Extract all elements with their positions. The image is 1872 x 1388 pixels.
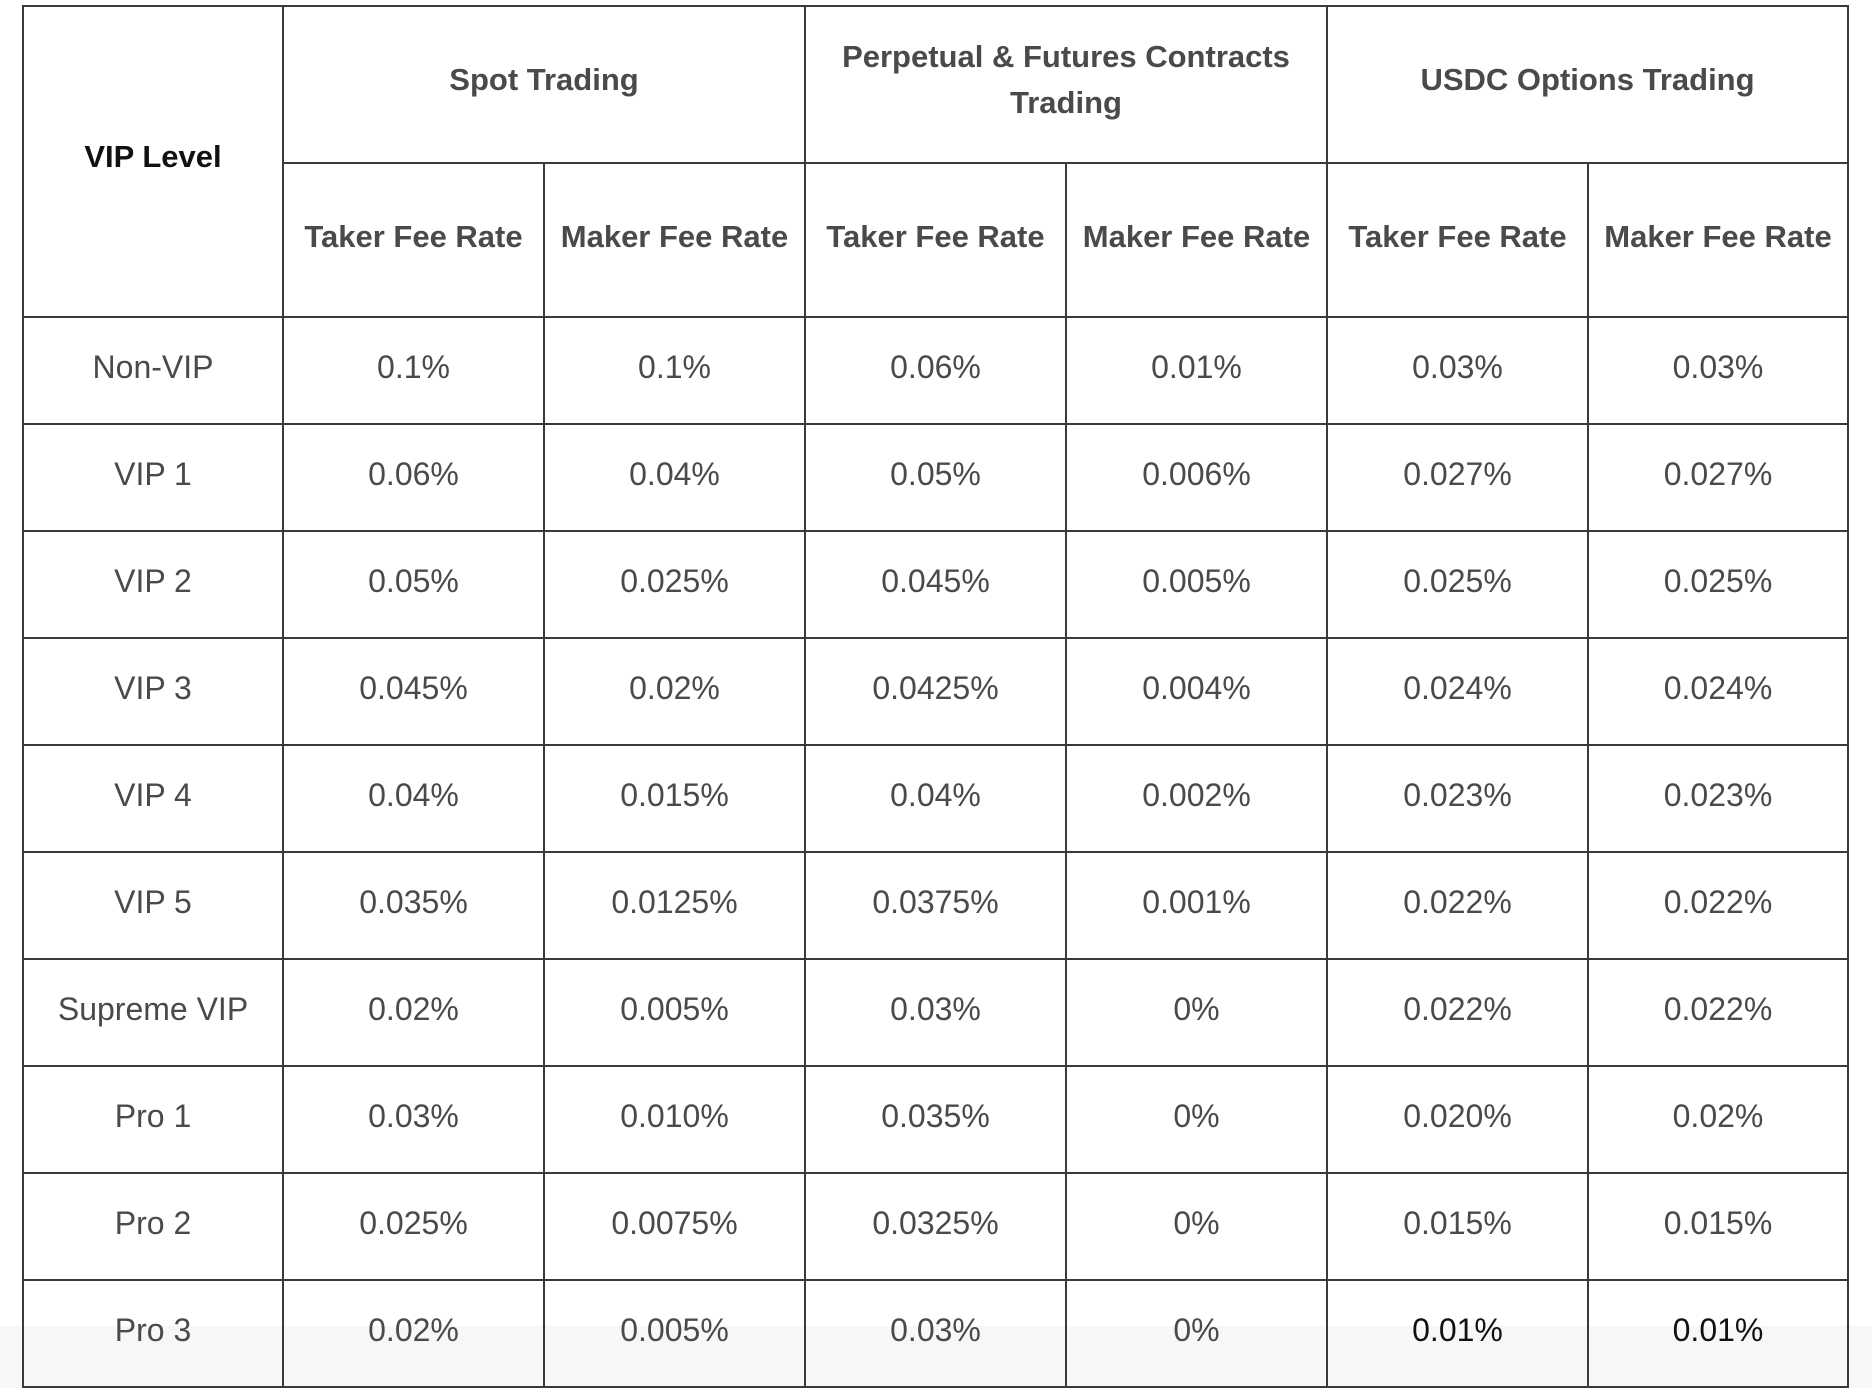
spot-maker-cell: 0.1% <box>543 316 806 425</box>
contracts-taker-cell: 0.03% <box>804 958 1067 1067</box>
contracts-taker-header: Taker Fee Rate <box>804 162 1067 318</box>
contracts-maker-cell: 0% <box>1065 1279 1328 1388</box>
table-row: VIP 5 0.035% 0.0125% 0.0375% 0.001% 0.022% 0.0… <box>22 851 1849 960</box>
options-maker-cell: 0.022% <box>1587 958 1849 1067</box>
spot-taker-cell: 0.05% <box>282 530 545 639</box>
contracts-taker-cell: 0.0375% <box>804 851 1067 960</box>
contracts-taker-cell: 0.035% <box>804 1065 1067 1174</box>
spot-maker-cell: 0.025% <box>543 530 806 639</box>
contracts-maker-cell: 0.002% <box>1065 744 1328 853</box>
group-header-row: VIP Level Spot Trading Perpetual & Futur… <box>22 5 1849 318</box>
spot-taker-cell: 0.02% <box>282 1279 545 1388</box>
options-maker-cell: 0.03% <box>1587 316 1849 425</box>
options-maker-cell: 0.024% <box>1587 637 1849 746</box>
spot-maker-cell: 0.0075% <box>543 1172 806 1281</box>
contracts-maker-cell: 0.001% <box>1065 851 1328 960</box>
contracts-maker-cell: 0.006% <box>1065 423 1328 532</box>
options-taker-cell: 0.015% <box>1326 1172 1589 1281</box>
table-row: Non-VIP 0.1% 0.1% 0.06% 0.01% 0.03% 0.03% <box>22 316 1849 425</box>
spot-taker-cell: 0.06% <box>282 423 545 532</box>
usdc-options-header: USDC Options Trading <box>1326 5 1849 164</box>
table-row: VIP 1 0.06% 0.04% 0.05% 0.006% 0.027% 0.027% <box>22 423 1849 532</box>
spot-taker-cell: 0.035% <box>282 851 545 960</box>
spot-taker-cell: 0.04% <box>282 744 545 853</box>
spot-maker-cell: 0.02% <box>543 637 806 746</box>
vip-level-cell: VIP 3 <box>22 637 284 746</box>
contracts-taker-cell: 0.045% <box>804 530 1067 639</box>
spot-maker-header: Maker Fee Rate <box>543 162 806 318</box>
fee-table-body: Non-VIP 0.1% 0.1% 0.06% 0.01% 0.03% 0.03% VIP 1… <box>22 316 1849 1388</box>
spot-taker-cell: 0.045% <box>282 637 545 746</box>
options-maker-cell: 0.01% <box>1587 1279 1849 1388</box>
contracts-maker-cell: 0.004% <box>1065 637 1328 746</box>
contracts-maker-cell: 0% <box>1065 958 1328 1067</box>
contracts-maker-cell: 0.005% <box>1065 530 1328 639</box>
spot-taker-cell: 0.02% <box>282 958 545 1067</box>
spot-taker-cell: 0.1% <box>282 316 545 425</box>
table-row: VIP 3 0.045% 0.02% 0.0425% 0.004% 0.024% 0.024… <box>22 637 1849 746</box>
table-row: Supreme VIP 0.02% 0.005% 0.03% 0% 0.022% 0.022… <box>22 958 1849 1067</box>
page-canvas: VIP Level Spot Trading Perpetual & Futur… <box>22 5 1849 1388</box>
vip-level-cell: VIP 4 <box>22 744 284 853</box>
options-taker-cell: 0.027% <box>1326 423 1589 532</box>
spot-taker-cell: 0.03% <box>282 1065 545 1174</box>
perpetual-futures-header: Perpetual & Futures Contracts Trading <box>804 5 1328 164</box>
options-taker-cell: 0.022% <box>1326 851 1589 960</box>
vip-level-header: VIP Level <box>22 5 284 318</box>
vip-level-cell: Supreme VIP <box>22 958 284 1067</box>
options-maker-cell: 0.02% <box>1587 1065 1849 1174</box>
contracts-taker-cell: 0.04% <box>804 744 1067 853</box>
vip-level-cell: VIP 2 <box>22 530 284 639</box>
options-maker-cell: 0.027% <box>1587 423 1849 532</box>
contracts-taker-cell: 0.0325% <box>804 1172 1067 1281</box>
contracts-taker-cell: 0.05% <box>804 423 1067 532</box>
table-row: VIP 2 0.05% 0.025% 0.045% 0.005% 0.025% 0.025% <box>22 530 1849 639</box>
spot-maker-cell: 0.010% <box>543 1065 806 1174</box>
options-maker-cell: 0.023% <box>1587 744 1849 853</box>
vip-level-cell: VIP 5 <box>22 851 284 960</box>
options-maker-cell: 0.015% <box>1587 1172 1849 1281</box>
options-taker-cell: 0.022% <box>1326 958 1589 1067</box>
vip-level-cell: Pro 3 <box>22 1279 284 1388</box>
contracts-taker-cell: 0.06% <box>804 316 1067 425</box>
options-taker-cell: 0.025% <box>1326 530 1589 639</box>
spot-trading-header: Spot Trading <box>282 5 806 164</box>
spot-maker-cell: 0.0125% <box>543 851 806 960</box>
vip-level-cell: Non-VIP <box>22 316 284 425</box>
options-taker-header: Taker Fee Rate <box>1326 162 1589 318</box>
spot-maker-cell: 0.005% <box>543 958 806 1067</box>
spot-taker-header: Taker Fee Rate <box>282 162 545 318</box>
vip-level-cell: Pro 1 <box>22 1065 284 1174</box>
sub-header-row: Taker Fee Rate Maker Fee Rate Taker Fee … <box>23 162 1849 318</box>
spot-taker-cell: 0.025% <box>282 1172 545 1281</box>
contracts-maker-cell: 0.01% <box>1065 316 1328 425</box>
contracts-taker-cell: 0.03% <box>804 1279 1067 1388</box>
table-row: Pro 3 0.02% 0.005% 0.03% 0% 0.01% 0.01% <box>22 1279 1849 1388</box>
options-taker-cell: 0.024% <box>1326 637 1589 746</box>
options-taker-cell: 0.023% <box>1326 744 1589 853</box>
spot-maker-cell: 0.04% <box>543 423 806 532</box>
options-maker-cell: 0.022% <box>1587 851 1849 960</box>
contracts-maker-cell: 0% <box>1065 1065 1328 1174</box>
vip-fee-table: VIP Level Spot Trading Perpetual & Futur… <box>22 5 1849 1388</box>
vip-level-cell: VIP 1 <box>22 423 284 532</box>
table-row: Pro 1 0.03% 0.010% 0.035% 0% 0.020% 0.02% <box>22 1065 1849 1174</box>
table-row: Pro 2 0.025% 0.0075% 0.0325% 0% 0.015% 0.015% <box>22 1172 1849 1281</box>
options-taker-cell: 0.03% <box>1326 316 1589 425</box>
options-taker-cell: 0.020% <box>1326 1065 1589 1174</box>
contracts-maker-header: Maker Fee Rate <box>1065 162 1328 318</box>
table-row: VIP 4 0.04% 0.015% 0.04% 0.002% 0.023% 0.023% <box>22 744 1849 853</box>
contracts-maker-cell: 0% <box>1065 1172 1328 1281</box>
options-taker-cell: 0.01% <box>1326 1279 1589 1388</box>
options-maker-cell: 0.025% <box>1587 530 1849 639</box>
spot-maker-cell: 0.015% <box>543 744 806 853</box>
spot-maker-cell: 0.005% <box>543 1279 806 1388</box>
vip-level-cell: Pro 2 <box>22 1172 284 1281</box>
contracts-taker-cell: 0.0425% <box>804 637 1067 746</box>
options-maker-header: Maker Fee Rate <box>1587 162 1849 318</box>
